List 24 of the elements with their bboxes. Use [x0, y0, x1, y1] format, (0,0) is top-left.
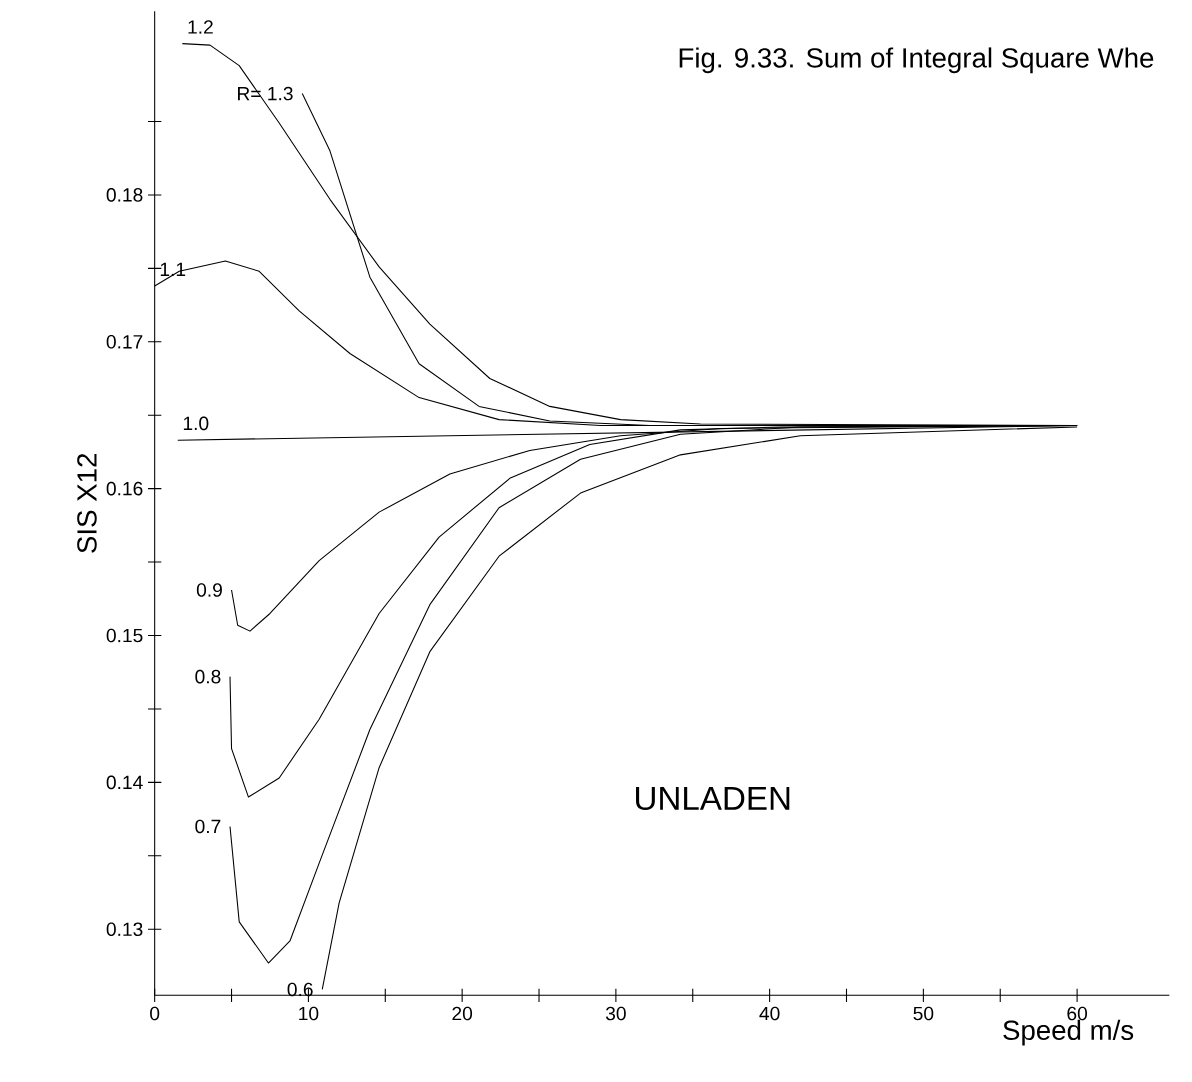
x-tick-label: 20 — [452, 1006, 473, 1021]
x-tick-label: 30 — [605, 1006, 626, 1021]
series-label: 0.8 — [195, 669, 221, 684]
y-tick-label: 0.18 — [106, 188, 143, 202]
series-label: 0.7 — [195, 819, 221, 834]
series-label: 0.9 — [196, 583, 222, 597]
x-tick-label: 10 — [299, 1006, 319, 1021]
y-tick-label: 0.17 — [106, 334, 143, 349]
y-tick-label: 0.15 — [106, 628, 143, 643]
series-label: 1.0 — [183, 416, 209, 431]
x-tick-label: 40 — [759, 1006, 780, 1021]
y-tick-label: 0.13 — [106, 922, 143, 937]
series-label: 1.2 — [188, 20, 213, 34]
series-label: R= 1.3 — [238, 86, 293, 101]
x-tick-label: 0 — [150, 1006, 160, 1021]
x-tick-label: 50 — [913, 1006, 934, 1021]
series-label: 0.6 — [287, 982, 313, 997]
y-axis-title: SIS X12 — [77, 454, 97, 553]
text: Fig. 9.33. Sum of Integral Square Whe — [679, 47, 1154, 74]
y-tick-label: 0.16 — [106, 481, 143, 496]
series-label: 1.1 — [160, 262, 186, 276]
y-tick-label: 0.14 — [106, 775, 143, 790]
annotation: UNLADEN — [636, 786, 790, 811]
x-tick-label: 60 — [1067, 1006, 1088, 1021]
